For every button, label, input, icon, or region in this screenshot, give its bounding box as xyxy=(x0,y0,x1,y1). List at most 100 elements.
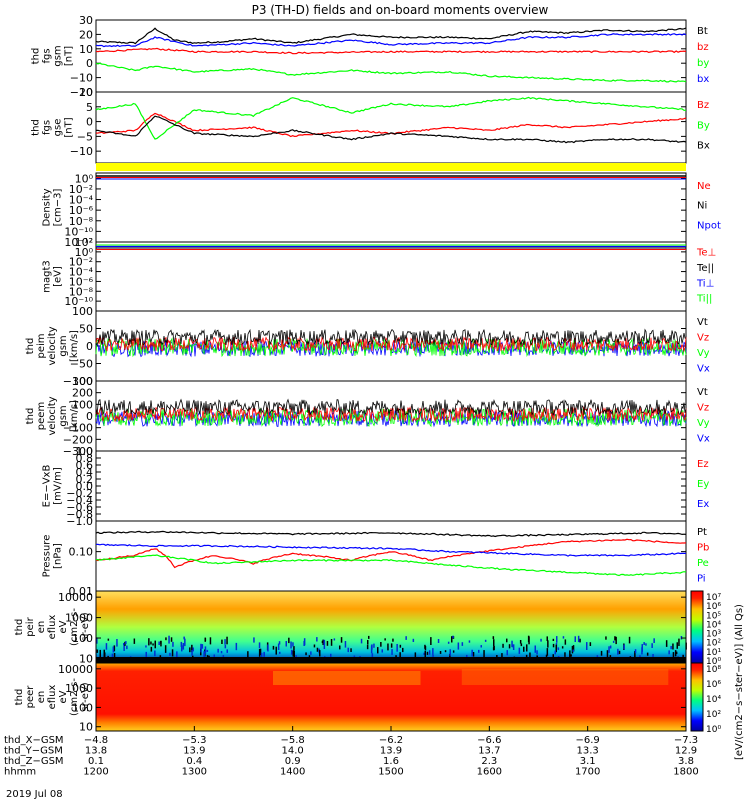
peir-noise-cell xyxy=(209,637,212,645)
peir-noise-cell xyxy=(293,646,295,651)
series-pi xyxy=(95,543,687,557)
colorbar-tick-label: 10⁰ xyxy=(706,725,721,735)
peir-noise-cell xyxy=(164,645,167,653)
peir-noise-cell xyxy=(360,638,363,644)
peir-noise-cell xyxy=(577,635,580,643)
legend-vy: Vy xyxy=(697,418,710,429)
peir-noise-cell xyxy=(267,644,269,652)
peir-noise-cell xyxy=(247,651,249,658)
y-tick-label: 10⁻⁶ xyxy=(69,275,94,288)
legend-by: by xyxy=(697,58,709,69)
y-tick-label: 100 xyxy=(72,701,93,714)
y-tick-label: 10⁻⁴ xyxy=(69,194,94,207)
colorbar-tick-label: 10⁶ xyxy=(706,602,721,612)
peir-noise-cell xyxy=(169,652,171,656)
colorbar-tick-label: 10² xyxy=(706,710,721,720)
peir-noise-cell xyxy=(112,646,115,653)
y-tick-label: 200 xyxy=(72,387,93,400)
peir-noise-cell xyxy=(235,642,238,651)
series-vz xyxy=(95,405,687,423)
y-tick-label: 10 xyxy=(79,652,93,665)
peir-noise-cell xyxy=(652,654,654,657)
peir-noise-cell xyxy=(259,648,262,655)
colorbar-label: [eV/(cm2−s−ster−eV)] (All Qs) xyxy=(734,604,745,760)
y-tick-label: 30 xyxy=(79,14,93,27)
y-tick-label: −5 xyxy=(77,130,93,143)
peir-noise-cell xyxy=(203,652,205,659)
peir-noise-cell xyxy=(326,641,329,646)
peir-noise-cell xyxy=(645,643,647,646)
peir-noise-cell xyxy=(105,643,108,650)
legend-vt: Vt xyxy=(697,317,708,328)
y-axis-label: thd xyxy=(14,619,25,636)
peir-noise-cell xyxy=(182,643,185,650)
peir-noise-cell xyxy=(278,641,281,645)
legend-ni: Ni xyxy=(697,201,707,212)
peir-noise-cell xyxy=(392,638,394,642)
colorbar-tick-label: 10⁷ xyxy=(706,593,721,603)
peir-noise-cell xyxy=(204,646,207,654)
peir-noise-cell xyxy=(152,643,154,646)
peir-noise-cell xyxy=(292,642,294,647)
peir-noise-cell xyxy=(412,638,415,642)
peir-noise-cell xyxy=(133,638,136,644)
peir-noise-cell xyxy=(181,645,183,652)
peir-noise-cell xyxy=(472,652,475,657)
legend-vx: Vx xyxy=(697,433,710,444)
peir-noise-cell xyxy=(414,652,417,659)
y-axis-label: eflux xyxy=(47,615,58,640)
y-axis-label: Density xyxy=(42,188,53,226)
peir-noise-cell xyxy=(319,650,321,657)
peir-noise-cell xyxy=(452,650,455,653)
peir-noise-cell xyxy=(552,643,555,648)
x-axis-value: 14.0 xyxy=(282,746,304,757)
peir-noise-cell xyxy=(569,650,571,658)
x-axis-value: 0.9 xyxy=(285,756,301,767)
y-tick-label: 10000 xyxy=(58,591,93,604)
peir-noise-cell xyxy=(172,641,174,647)
peir-noise-cell xyxy=(279,651,281,654)
peir-noise-cell xyxy=(148,638,150,646)
peir-noise-cell xyxy=(213,654,215,658)
peir-noise-cell xyxy=(371,644,373,650)
y-tick-label: 0.4 xyxy=(76,466,94,479)
x-axis-value: −6.2 xyxy=(379,735,403,746)
peir-noise-cell xyxy=(471,649,473,657)
peir-noise-cell xyxy=(449,649,451,656)
peir-noise-cell xyxy=(126,645,128,650)
peir-noise-cell xyxy=(160,640,162,644)
x-axis-value: 1600 xyxy=(477,767,502,778)
y-tick-label: 100 xyxy=(72,632,93,645)
y-axis-label: fgs xyxy=(42,48,53,63)
colorbar-tick-label: 10⁰ xyxy=(706,657,721,667)
x-axis-row-label: thd_Y−GSM xyxy=(4,746,63,757)
y-tick-label: 1.0 xyxy=(76,445,94,458)
peir-noise-cell xyxy=(653,638,655,643)
peir-noise-cell xyxy=(313,644,316,648)
peir-noise-cell xyxy=(333,638,336,641)
y-axis-label: [mV/m] xyxy=(53,467,64,505)
legend-ey: Ey xyxy=(697,479,709,490)
peir-noise-cell xyxy=(502,643,504,648)
peir-noise-cell xyxy=(113,653,116,660)
peir-noise-cell xyxy=(150,646,153,652)
peir-noise-cell xyxy=(634,651,636,658)
x-axis-value: 3.8 xyxy=(678,756,694,767)
peir-noise-cell xyxy=(290,649,293,655)
efield-frame xyxy=(95,450,687,522)
peir-noise-cell xyxy=(272,645,275,650)
peir-noise-cell xyxy=(293,650,295,658)
legend-bx: Bx xyxy=(697,141,710,152)
peir-noise-cell xyxy=(387,643,389,651)
peir-noise-cell xyxy=(579,638,581,643)
figure-title: P3 (TH-D) fields and on-board moments ov… xyxy=(252,3,549,17)
y-tick-label: −0.4 xyxy=(66,494,93,507)
peir-noise-cell xyxy=(154,650,156,657)
peir-noise-cell xyxy=(125,641,127,645)
panel-peim-velocity: 100 50 0 −50 −100 thd peim velocity gsm [km/s] Vt V… xyxy=(25,305,710,388)
y-axis-label: [km/s] xyxy=(69,400,80,432)
